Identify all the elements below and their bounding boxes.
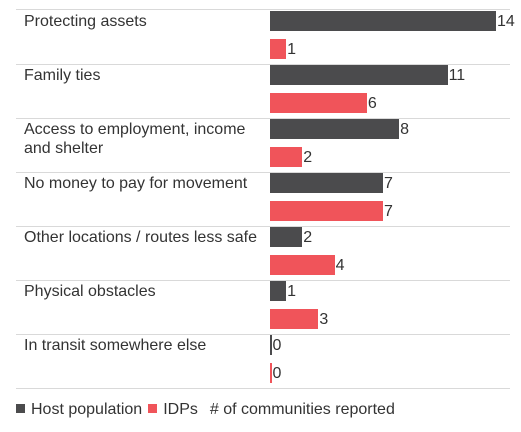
- bar: [270, 119, 400, 139]
- value-label: 6: [367, 95, 377, 112]
- value-label: 1: [287, 283, 297, 300]
- value-label: 8: [400, 121, 410, 138]
- category-label: Other locations / routes less safe: [24, 229, 257, 246]
- legend-swatch: [148, 404, 158, 413]
- bar: [270, 335, 272, 355]
- legend-label: IDPs: [163, 401, 198, 418]
- value-label: 0: [272, 365, 282, 382]
- value-label: 3: [319, 311, 329, 328]
- legend-item: Host population: [16, 401, 142, 419]
- legend: Host population IDPs # of communities repo…: [16, 401, 395, 419]
- value-label: 11: [448, 67, 466, 84]
- bar: [270, 147, 303, 167]
- legend-item: IDPs: [148, 401, 198, 419]
- value-label: 4: [335, 257, 345, 274]
- category-label: Physical obstacles: [24, 283, 156, 300]
- category-label: Family ties: [24, 67, 101, 84]
- bar: [270, 65, 448, 85]
- separator: [16, 280, 510, 281]
- value-label: 14: [497, 13, 515, 30]
- bar: [270, 227, 303, 247]
- separator: [16, 172, 510, 173]
- legend-label: Host population: [31, 401, 143, 418]
- bar: [270, 39, 287, 59]
- category-label: No money to pay for movement: [24, 175, 248, 192]
- separator: [16, 388, 510, 389]
- value-label: 2: [303, 229, 313, 246]
- bar: [270, 173, 383, 193]
- bar: [270, 363, 272, 383]
- bar: [270, 11, 496, 31]
- value-label: 0: [272, 337, 282, 354]
- bar: [270, 281, 287, 301]
- category-label: Access to employment, income and shelter: [24, 121, 246, 157]
- value-label: 1: [287, 41, 297, 58]
- separator: [16, 226, 510, 227]
- bar: [270, 255, 335, 275]
- separator: [16, 64, 510, 65]
- separator: [16, 334, 510, 335]
- value-label: 7: [384, 203, 393, 220]
- value-label: 2: [303, 149, 313, 166]
- separator: [16, 118, 510, 119]
- value-label: 7: [384, 175, 393, 192]
- category-label: Protecting assets: [24, 13, 147, 30]
- bar: [270, 93, 367, 113]
- category-label: In transit somewhere else: [24, 337, 207, 354]
- bar: [270, 309, 319, 329]
- legend-swatch: [16, 404, 25, 413]
- note: # of communities reported: [209, 401, 395, 418]
- separator: [16, 9, 510, 10]
- bar: [270, 201, 383, 221]
